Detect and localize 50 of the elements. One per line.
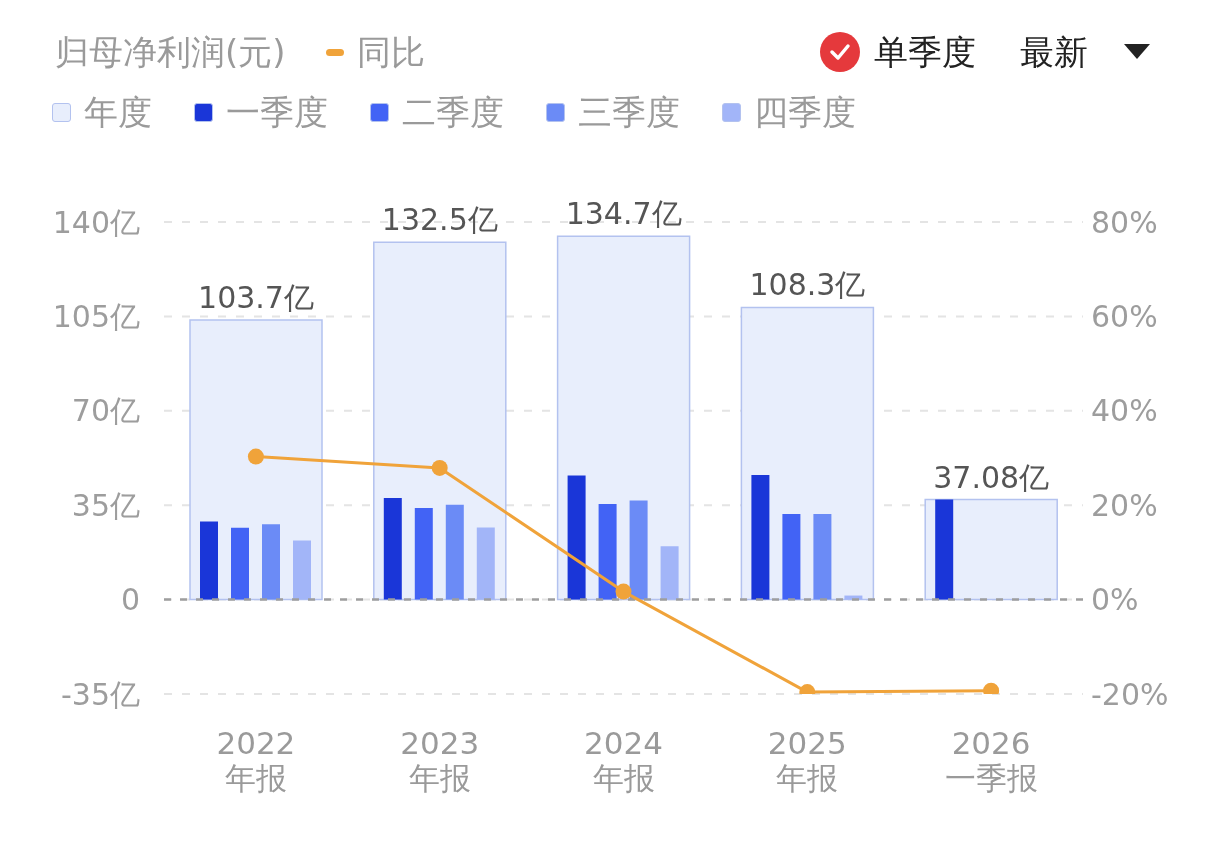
bar [935,499,954,600]
data-label: 37.08亿 [933,459,1050,495]
bar [660,546,679,600]
legend-label: 同比 [356,32,425,72]
data-label: 132.5亿 [381,202,498,238]
text: 最新 [1020,32,1088,72]
text: 单季度 [874,32,976,72]
y-tick-label: 105亿 [52,299,140,335]
bar [383,497,402,600]
bar [231,527,249,600]
bar [200,521,218,600]
y-tick-label: 140亿 [52,204,140,240]
x-tick-label: 2025 年报 [767,724,847,796]
bar [598,504,617,600]
x-tick-label: 2026 一季报 [944,724,1038,796]
point [247,448,264,465]
y-tick-label: 0 [120,582,140,618]
data-label: 134.7亿 [565,196,682,232]
bar [629,500,648,600]
legend-label: 一季度 [226,92,328,132]
y-tick-label: 35亿 [71,487,140,523]
legend-label: 三季度 [578,92,680,132]
bar [262,524,280,600]
bar [414,507,433,600]
data-label: 108.3亿 [749,267,866,303]
x-tick-label: 2024 年报 [584,724,663,796]
bar [476,527,495,600]
data-label: 103.7亿 [198,279,314,315]
y2-tick-label: 60% [1091,299,1158,335]
chart-title: 归母净利润(元) [55,32,286,72]
bar [293,540,311,600]
y2-tick-label: 80% [1091,204,1158,240]
legend-label: 二季度 [402,92,504,132]
bar [567,475,586,600]
point [615,583,632,600]
y2-tick-label: 20% [1091,487,1158,523]
legend-label: 年度 [84,92,152,132]
x-tick-label: 2023 年报 [400,724,480,796]
x-tick-label: 2022 年报 [216,724,296,796]
y2-tick-label: -20% [1091,676,1169,712]
y-tick-label: -35亿 [61,676,140,712]
point [431,459,448,476]
y-tick-label: 70亿 [71,393,140,429]
y2-tick-label: 40% [1091,393,1158,429]
bar [445,504,464,600]
bar [782,514,801,600]
bar [751,474,770,600]
y2-tick-label: 0% [1091,582,1139,618]
bar [813,514,832,600]
legend-label: 四季度 [754,92,856,132]
